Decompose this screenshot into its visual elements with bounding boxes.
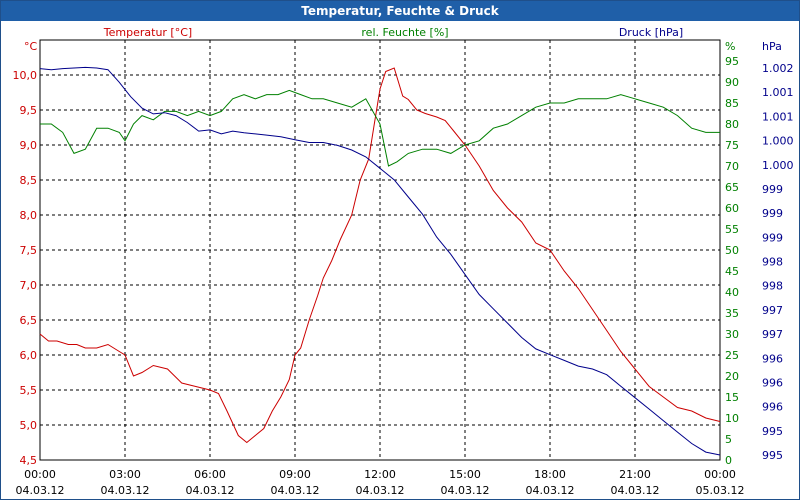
pressure-tick-label: 999 bbox=[762, 183, 783, 196]
temperature-tick-label: 6,5 bbox=[20, 314, 38, 327]
window-title: Temperatur, Feuchte & Druck bbox=[1, 1, 799, 21]
temperature-line bbox=[39, 67, 721, 444]
pressure-tick-label: 1.002 bbox=[762, 62, 794, 75]
temperature-unit-label: °C bbox=[24, 40, 38, 53]
pressure-line bbox=[39, 66, 721, 456]
temperature-axis-title: Temperatur [°C] bbox=[103, 26, 192, 39]
humidity-tick-label: 50 bbox=[725, 244, 739, 257]
pressure-axis-title: Druck [hPa] bbox=[619, 26, 683, 39]
plot-frame bbox=[39, 39, 721, 461]
humidity-tick-label: 95 bbox=[725, 55, 739, 68]
x-tick-time: 06:00 bbox=[194, 468, 226, 481]
humidity-axis-title: rel. Feuchte [%] bbox=[361, 26, 448, 39]
x-tick-time: 00:00 bbox=[24, 468, 56, 481]
temperature-tick-label: 9,5 bbox=[20, 104, 38, 117]
x-tick-time: 18:00 bbox=[534, 468, 566, 481]
temperature-tick-label: 7,0 bbox=[20, 279, 38, 292]
humidity-tick-label: 5 bbox=[725, 433, 732, 446]
pressure-tick-label: 1.000 bbox=[762, 159, 794, 172]
pressure-tick-label: 996 bbox=[762, 376, 783, 389]
x-tick-date: 04.03.12 bbox=[271, 484, 320, 497]
temperature-tick-label: 5,0 bbox=[20, 419, 38, 432]
pressure-tick-label: 999 bbox=[762, 231, 783, 244]
x-tick-date: 04.03.12 bbox=[526, 484, 575, 497]
pressure-tick-label: 995 bbox=[762, 449, 783, 462]
pressure-tick-label: 999 bbox=[762, 207, 783, 220]
pressure-tick-label: 996 bbox=[762, 352, 783, 365]
humidity-tick-label: 0 bbox=[725, 454, 732, 467]
x-tick-date: 04.03.12 bbox=[611, 484, 660, 497]
humidity-tick-label: 70 bbox=[725, 160, 739, 173]
pressure-tick-label: 996 bbox=[762, 401, 783, 414]
grid bbox=[39, 39, 721, 461]
pressure-tick-label: 998 bbox=[762, 256, 783, 269]
x-tick-date: 04.03.12 bbox=[441, 484, 490, 497]
temperature-tick-label: 10,0 bbox=[13, 69, 38, 82]
humidity-tick-label: 40 bbox=[725, 286, 739, 299]
x-tick-date: 04.03.12 bbox=[186, 484, 235, 497]
x-tick-date: 04.03.12 bbox=[356, 484, 405, 497]
humidity-tick-label: 65 bbox=[725, 181, 739, 194]
temperature-tick-label: 9,0 bbox=[20, 139, 38, 152]
x-tick-time: 09:00 bbox=[279, 468, 311, 481]
temperature-tick-label: 5,5 bbox=[20, 384, 38, 397]
pressure-tick-label: 1.001 bbox=[762, 110, 794, 123]
pressure-tick-label: 1.000 bbox=[762, 135, 794, 148]
temperature-tick-label: 8,0 bbox=[20, 209, 38, 222]
humidity-tick-label: 90 bbox=[725, 76, 739, 89]
humidity-tick-label: 20 bbox=[725, 370, 739, 383]
humidity-tick-label: 45 bbox=[725, 265, 739, 278]
x-tick-date: 04.03.12 bbox=[101, 484, 150, 497]
x-tick-time: 21:00 bbox=[619, 468, 651, 481]
temperature-tick-label: 6,0 bbox=[20, 349, 38, 362]
temperature-tick-label: 4,5 bbox=[20, 454, 38, 467]
x-tick-time: 00:00 bbox=[704, 468, 736, 481]
pressure-tick-label: 995 bbox=[762, 425, 783, 438]
pressure-tick-label: 997 bbox=[762, 304, 783, 317]
x-tick-time: 03:00 bbox=[109, 468, 141, 481]
pressure-tick-label: 1.001 bbox=[762, 86, 794, 99]
x-tick-date: 04.03.12 bbox=[16, 484, 65, 497]
x-tick-time: 15:00 bbox=[449, 468, 481, 481]
humidity-tick-label: 30 bbox=[725, 328, 739, 341]
x-tick-date: 05.03.12 bbox=[696, 484, 745, 497]
pressure-unit-label: hPa bbox=[762, 40, 782, 53]
temperature-tick-label: 7,5 bbox=[20, 244, 38, 257]
humidity-tick-label: 15 bbox=[725, 391, 739, 404]
pressure-tick-label: 998 bbox=[762, 280, 783, 293]
humidity-line bbox=[40, 89, 720, 167]
humidity-tick-label: 80 bbox=[725, 118, 739, 131]
temperature-tick-label: 8,5 bbox=[20, 174, 38, 187]
pressure-tick-label: 997 bbox=[762, 328, 783, 341]
humidity-tick-label: 60 bbox=[725, 202, 739, 215]
humidity-tick-label: 85 bbox=[725, 97, 739, 110]
humidity-tick-label: 35 bbox=[725, 307, 739, 320]
humidity-tick-label: 55 bbox=[725, 223, 739, 236]
humidity-tick-label: 75 bbox=[725, 139, 739, 152]
humidity-unit-label: % bbox=[725, 40, 735, 53]
x-tick-time: 12:00 bbox=[364, 468, 396, 481]
humidity-tick-label: 25 bbox=[725, 349, 739, 362]
humidity-tick-label: 10 bbox=[725, 412, 739, 425]
